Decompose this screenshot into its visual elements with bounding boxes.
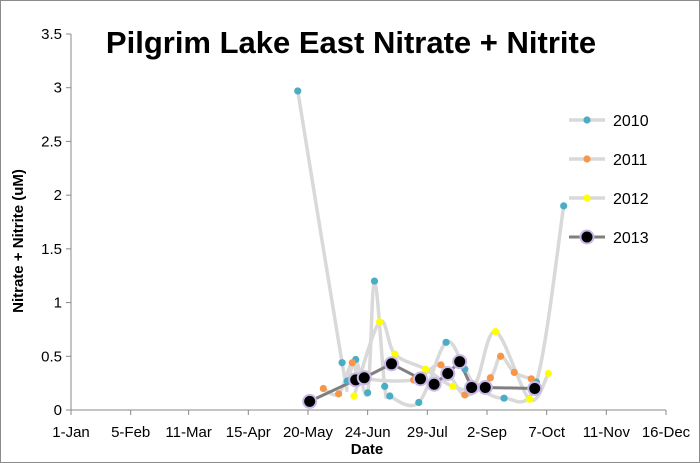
data-point-2013 bbox=[477, 379, 493, 395]
data-point-2011 bbox=[486, 374, 494, 382]
data-point-2010 bbox=[442, 338, 450, 346]
x-tick-label: 20-May bbox=[283, 424, 334, 441]
data-point-2010 bbox=[294, 87, 302, 95]
data-point-2010 bbox=[415, 398, 423, 407]
legend-label-2010: 2010 bbox=[613, 113, 649, 130]
y-axis-ticks: 0 0.5 1 1.5 2 2.5 3 3.5 bbox=[41, 26, 71, 419]
data-point-2010 bbox=[381, 382, 389, 390]
x-tick-label: 11-Nov bbox=[583, 424, 631, 441]
data-point-2011 bbox=[461, 391, 469, 399]
legend-marker-2013 bbox=[579, 229, 595, 245]
data-point-2010 bbox=[338, 359, 346, 367]
data-markers bbox=[294, 87, 568, 409]
y-tick-label: 3.5 bbox=[41, 26, 62, 43]
legend: 2010 2011 2012 2013 bbox=[569, 113, 649, 247]
data-point-2013 bbox=[302, 393, 318, 409]
axes bbox=[70, 34, 666, 411]
legend-marker-2012 bbox=[583, 194, 591, 202]
data-point-2010 bbox=[500, 394, 508, 402]
y-tick-label: 1.5 bbox=[41, 241, 62, 258]
x-tick-label: 1-Jan bbox=[52, 424, 90, 441]
data-point-2012 bbox=[350, 392, 358, 400]
x-tick-label: 16-Dec bbox=[642, 424, 691, 441]
y-tick-label: 3 bbox=[54, 80, 62, 97]
data-point-2011 bbox=[335, 390, 343, 398]
data-point-2012 bbox=[422, 365, 430, 373]
data-point-2013 bbox=[527, 381, 543, 397]
data-point-2011 bbox=[319, 384, 327, 393]
legend-label-2012: 2012 bbox=[613, 191, 649, 208]
data-point-2013 bbox=[356, 370, 372, 386]
x-tick-label: 15-Apr bbox=[226, 424, 271, 441]
data-point-2011 bbox=[437, 361, 445, 369]
x-axis-ticks: 1-Jan 5-Feb 11-Mar 15-Apr 20-May 24-Jun 29-Jul… bbox=[52, 410, 691, 441]
x-axis-title: Date bbox=[351, 441, 384, 458]
legend-label-2011: 2011 bbox=[613, 152, 648, 169]
data-point-2011 bbox=[497, 352, 505, 360]
data-point-2011 bbox=[348, 359, 356, 367]
data-point-2012 bbox=[375, 318, 384, 326]
x-tick-label: 2-Sep bbox=[467, 424, 507, 441]
y-tick-label: 1 bbox=[54, 295, 62, 312]
data-point-2013 bbox=[452, 354, 468, 370]
series-line-2010 bbox=[295, 89, 566, 408]
data-point-2011 bbox=[510, 368, 518, 376]
data-point-2010 bbox=[364, 389, 372, 397]
data-point-2013 bbox=[440, 365, 456, 381]
data-point-2012 bbox=[449, 382, 457, 390]
x-tick-label: 5-Feb bbox=[111, 424, 150, 441]
data-point-2013 bbox=[412, 371, 428, 387]
x-tick-label: 11-Mar bbox=[165, 424, 211, 441]
y-tick-label: 2.5 bbox=[41, 133, 62, 150]
data-point-2013 bbox=[384, 356, 400, 372]
data-point-2010 bbox=[370, 277, 379, 285]
data-point-2010 bbox=[386, 392, 394, 400]
y-tick-label: 0.5 bbox=[41, 348, 62, 365]
x-tick-label: 29-Jul bbox=[407, 424, 448, 441]
legend-marker-2011 bbox=[583, 155, 591, 163]
y-tick-label: 0 bbox=[54, 402, 62, 419]
y-tick-label: 2 bbox=[54, 187, 62, 204]
chart-title: Pilgrim Lake East Nitrate + Nitrite bbox=[106, 25, 596, 60]
data-point-2012 bbox=[526, 395, 534, 403]
data-point-2013 bbox=[426, 376, 442, 392]
legend-marker-2010 bbox=[583, 116, 591, 124]
x-tick-label: 24-Jun bbox=[345, 424, 391, 441]
data-point-2012 bbox=[391, 350, 399, 358]
data-point-2012 bbox=[544, 369, 552, 378]
y-axis-title: Nitrate + Nitrite (uM) bbox=[10, 169, 27, 313]
legend-label-2013: 2013 bbox=[613, 230, 649, 247]
x-tick-label: 7-Oct bbox=[528, 424, 566, 441]
data-point-2013 bbox=[464, 379, 480, 395]
data-point-2011 bbox=[527, 375, 535, 383]
data-point-2012 bbox=[491, 327, 500, 336]
series-lines bbox=[295, 89, 566, 408]
data-point-2010 bbox=[560, 202, 568, 210]
